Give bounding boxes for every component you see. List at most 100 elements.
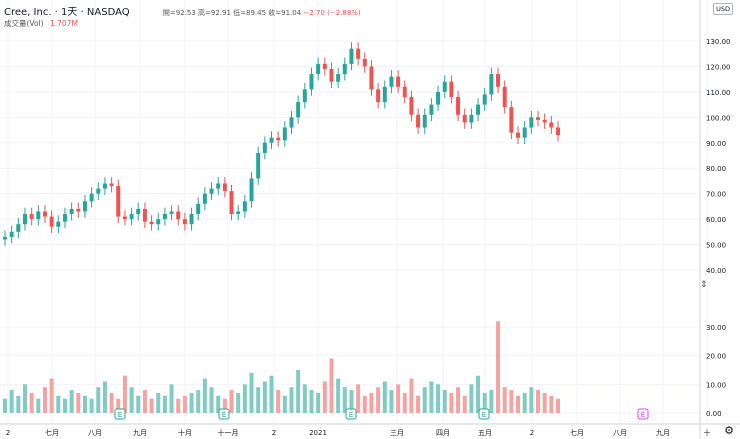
- volume-legend[interactable]: 成交量(Vol) 1.707M: [4, 18, 78, 29]
- volume-bar: [242, 384, 247, 413]
- open-value: 開=92.53: [162, 9, 196, 17]
- candle-body: [456, 96, 461, 115]
- price-tick-label: 130.00: [706, 38, 731, 46]
- candle-body: [96, 188, 101, 194]
- volume-bar: [29, 392, 34, 413]
- time-tick-label: 2: [272, 429, 276, 437]
- candle-body: [476, 104, 481, 115]
- candle-body: [482, 94, 487, 105]
- volume-label: 成交量(Vol): [4, 19, 44, 28]
- candle-body: [349, 48, 354, 64]
- currency-badge[interactable]: USD: [713, 3, 733, 15]
- volume-bar: [96, 387, 101, 413]
- candle-body: [89, 193, 94, 202]
- volume-bar: [402, 392, 407, 413]
- volume-bar: [22, 384, 27, 413]
- earnings-badge[interactable]: [218, 408, 230, 420]
- volume-bar: [116, 398, 121, 413]
- candle-body: [549, 122, 554, 128]
- low-value: 低=89.45: [233, 9, 267, 17]
- time-tick-label: 七月: [45, 428, 59, 437]
- volume-tick-label: 20.00: [706, 353, 726, 361]
- time-tick-label: 九月: [133, 428, 147, 437]
- candle-body: [469, 114, 474, 123]
- volume-bar: [262, 381, 267, 413]
- candle-body: [136, 208, 141, 215]
- volume-bar: [196, 390, 201, 413]
- candle-body: [269, 137, 274, 143]
- symbol-title[interactable]: Cree, Inc. · 1天 · NASDAQ: [4, 7, 130, 18]
- volume-bar: [329, 358, 334, 413]
- candle-body: [422, 114, 427, 128]
- volume-bar: [69, 390, 74, 413]
- candle-body: [329, 68, 334, 82]
- candle-body: [49, 216, 54, 227]
- volume-bar: [182, 395, 187, 413]
- volume-bar: [256, 387, 261, 413]
- candle-body: [436, 91, 441, 105]
- volume-bar: [316, 392, 321, 413]
- price-tick-label: 90.00: [706, 140, 726, 148]
- earnings-badge[interactable]: [478, 408, 490, 420]
- volume-bar: [202, 378, 207, 413]
- volume-bar: [436, 384, 441, 413]
- candle-body: [296, 102, 301, 118]
- candle-body: [322, 63, 327, 69]
- scale-handle-icon[interactable]: ⇕: [700, 280, 708, 290]
- time-tick-label: 2021: [309, 429, 327, 437]
- volume-bar: [42, 387, 47, 413]
- volume-tick-label: 30.00: [706, 324, 726, 332]
- candle-body: [416, 114, 421, 128]
- volume-bar: [416, 395, 421, 413]
- volume-bar: [536, 390, 541, 413]
- candle-body: [29, 214, 34, 220]
- candle-body: [516, 132, 521, 138]
- volume-bar: [276, 390, 281, 413]
- price-tick-label: 120.00: [706, 63, 731, 71]
- candle-body: [9, 231, 14, 237]
- volume-bar: [209, 387, 214, 413]
- candle-body: [556, 127, 560, 136]
- candle-body: [389, 76, 394, 87]
- earnings-badge-label: E: [222, 411, 226, 419]
- earnings-badge-label: E: [482, 411, 486, 419]
- candle-body: [216, 183, 221, 189]
- candle-body: [149, 221, 154, 225]
- volume-bar: [309, 390, 314, 413]
- candle-body: [369, 66, 374, 90]
- time-tick-label: 三月: [390, 429, 404, 437]
- volume-bar: [389, 390, 394, 413]
- candle-body: [396, 76, 401, 87]
- volume-bar: [216, 395, 221, 413]
- candle-body: [156, 219, 161, 225]
- candle-body: [256, 152, 261, 179]
- volume-bar: [382, 381, 387, 413]
- earnings-badge[interactable]: [637, 408, 649, 420]
- earnings-badge-label: E: [641, 411, 645, 419]
- candle-body: [202, 193, 207, 204]
- volume-bar: [162, 395, 167, 413]
- volume-bar: [336, 378, 341, 413]
- candle-body: [56, 221, 61, 227]
- candle-body: [342, 63, 347, 75]
- price-tick-label: 40.00: [706, 267, 726, 275]
- close-value: 收=91.04: [268, 9, 302, 17]
- candle-body: [62, 214, 67, 222]
- volume-bar: [342, 387, 347, 413]
- gear-icon[interactable]: ⚙: [724, 424, 734, 437]
- earnings-badge[interactable]: [114, 408, 126, 420]
- volume-bar: [522, 392, 527, 413]
- volume-bar: [376, 387, 381, 413]
- candle-body: [176, 211, 181, 220]
- earnings-badge[interactable]: [345, 408, 357, 420]
- candle-body: [356, 48, 361, 59]
- volume-bar: [302, 384, 307, 413]
- volume-bar: [509, 390, 514, 413]
- volume-bar: [369, 392, 374, 413]
- time-tick-label: 八月: [613, 429, 627, 437]
- volume-bar: [149, 398, 154, 413]
- candle-body: [282, 127, 287, 141]
- candle-body: [236, 211, 241, 215]
- volume-bar: [56, 395, 61, 413]
